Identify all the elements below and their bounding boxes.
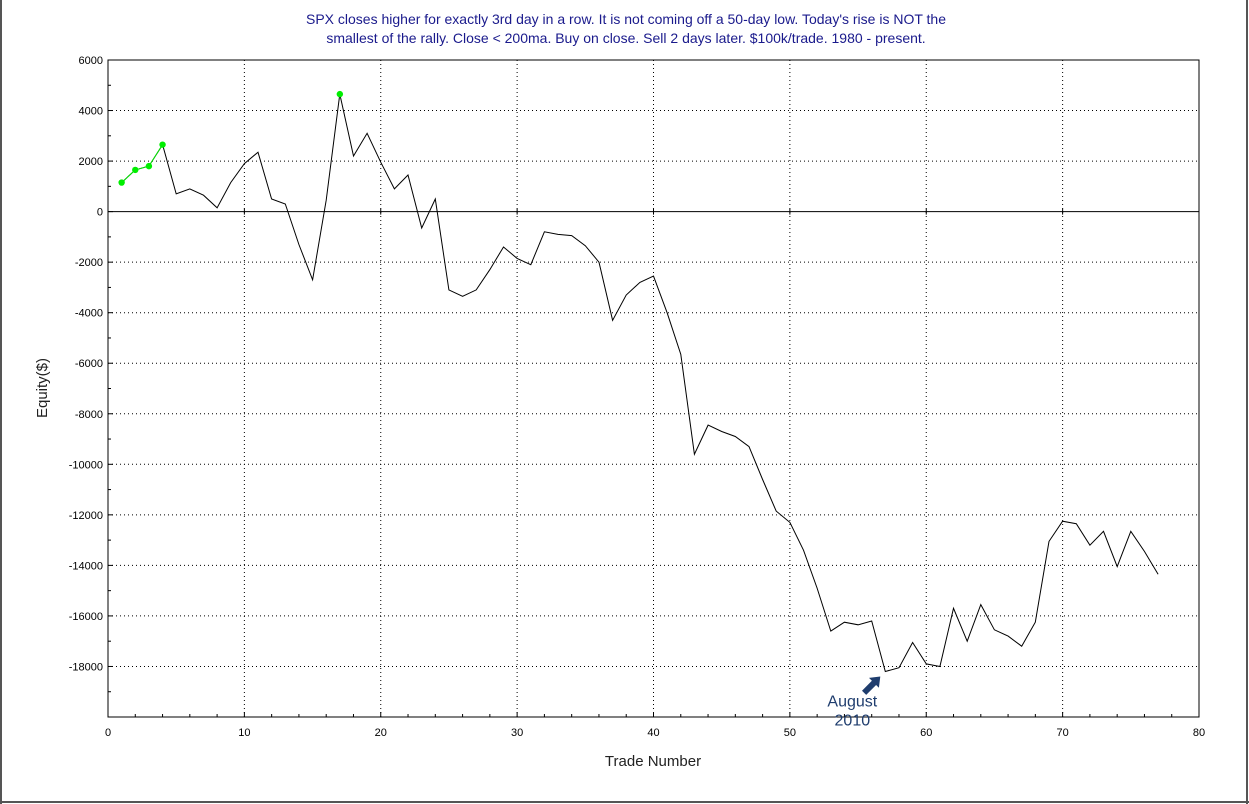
y-tick-label: -4000 (75, 308, 103, 320)
y-tick-label: -14000 (69, 560, 103, 572)
x-tick-label: 10 (238, 727, 250, 739)
highlight-points (118, 90, 344, 186)
y-tick-label: 4000 (79, 106, 103, 118)
x-tick-label: 50 (784, 727, 796, 739)
highlight-point (118, 179, 125, 186)
y-axis-label: Equity($) (34, 358, 51, 418)
y-tick-label: 0 (97, 207, 103, 219)
y-tick-label: -6000 (75, 358, 103, 370)
y-tick-label: 2000 (79, 156, 103, 168)
x-axis-label: Trade Number (605, 753, 701, 770)
annotation-arrow-icon (862, 676, 881, 695)
plot-area-frame (107, 59, 1200, 718)
y-tick-label: 6000 (79, 55, 103, 67)
y-tick-label: -8000 (75, 409, 103, 421)
grid-lines (108, 60, 1199, 717)
highlight-point (336, 90, 344, 98)
chart-title-line-2: smallest of the rally. Close < 200ma. Bu… (326, 30, 925, 46)
annotation-label-line-1: August (827, 694, 877, 711)
y-tick-label: -18000 (69, 661, 103, 673)
x-tick-labels: 0 10 20 30 40 50 60 70 80 (105, 727, 1205, 739)
annotation-label-line-2: 2010 (835, 713, 871, 730)
y-tick-label: -12000 (69, 510, 103, 522)
equity-series-line (121, 93, 1159, 673)
chart-title-line-1: SPX closes higher for exactly 3rd day in… (306, 11, 946, 27)
x-tick-label: 60 (920, 727, 932, 739)
x-tick-label: 20 (375, 727, 387, 739)
highlight-point (132, 166, 139, 174)
x-tick-label: 30 (511, 727, 523, 739)
highlight-point (159, 141, 166, 148)
y-tick-labels: 6000 4000 2000 0 -2000 -4000 -6000 -8000 -10000 -… (69, 55, 103, 673)
y-tick-label: -16000 (69, 611, 103, 623)
y-tick-label: -10000 (69, 459, 103, 471)
x-tick-label: 0 (105, 727, 111, 739)
y-tick-label: -2000 (75, 257, 103, 269)
x-tick-label: 70 (1057, 727, 1069, 739)
highlight-point (145, 162, 153, 170)
august-2010-annotation: August 2010 (827, 676, 881, 730)
x-tick-label: 80 (1193, 727, 1205, 739)
highlight-segment (148, 144, 163, 167)
x-tick-label: 40 (647, 727, 659, 739)
